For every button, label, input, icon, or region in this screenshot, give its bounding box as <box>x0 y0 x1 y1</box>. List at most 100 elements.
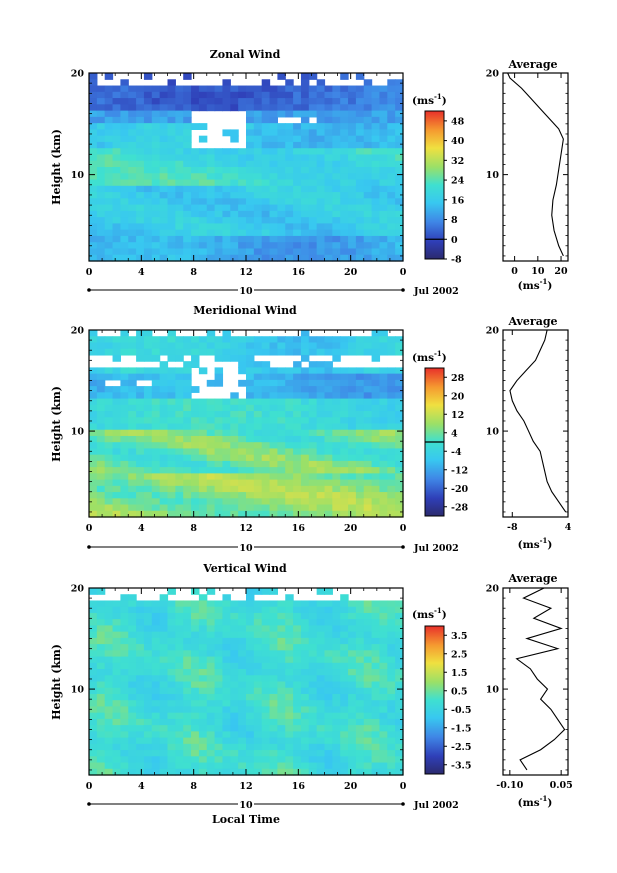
heatmap-cell <box>269 210 278 218</box>
heatmap-cell <box>214 756 224 764</box>
heatmap-cell <box>316 454 326 462</box>
heatmap-cell <box>285 619 294 626</box>
heatmap-cell <box>324 492 333 499</box>
heatmap-cell <box>198 473 208 481</box>
heatmap-cell <box>355 73 365 80</box>
heatmap-cell <box>371 612 381 620</box>
heatmap-cell <box>96 148 106 156</box>
heatmap-cell <box>371 98 381 105</box>
heatmap-cell <box>230 204 239 212</box>
heatmap-cell <box>269 148 278 156</box>
heatmap-cell <box>340 204 349 212</box>
heatmap-cell <box>143 210 153 218</box>
heatmap-cell <box>316 737 326 745</box>
vertical-profile-xlabel: (ms-1) <box>518 794 553 809</box>
heatmap-cell <box>285 386 294 393</box>
heatmap-cell <box>167 737 176 745</box>
heatmap-cell <box>112 148 121 156</box>
heatmap-cell <box>324 98 333 105</box>
heatmap-cell <box>253 768 263 776</box>
heatmap-cell <box>191 612 200 620</box>
heatmap-cell <box>96 141 106 149</box>
heatmap-cell <box>340 594 349 602</box>
heatmap-cell <box>348 104 357 112</box>
heatmap-cell <box>316 442 326 450</box>
heatmap-cell <box>269 762 278 770</box>
heatmap-cell <box>167 386 176 393</box>
heatmap-cell <box>136 85 145 93</box>
heatmap-cell <box>246 242 255 250</box>
heatmap-cell <box>332 712 341 720</box>
heatmap-cell <box>175 498 184 506</box>
heatmap-cell <box>253 373 263 381</box>
heatmap-cell <box>355 386 365 393</box>
heatmap-cell <box>308 342 318 350</box>
heatmap-cell <box>261 644 271 651</box>
heatmap-cell <box>151 743 161 751</box>
heatmap-cell <box>143 204 153 212</box>
heatmap-cell <box>222 91 231 99</box>
heatmap-cell <box>128 718 137 726</box>
heatmap-cell <box>214 154 224 162</box>
heatmap-cell <box>379 135 388 143</box>
heatmap-cell <box>104 411 114 418</box>
heatmap-cell <box>387 429 396 437</box>
heatmap-cell <box>230 429 239 437</box>
heatmap-cell <box>183 731 192 739</box>
heatmap-cell <box>159 737 169 745</box>
heatmap-cell <box>253 762 263 770</box>
heatmap-cell <box>395 631 404 639</box>
heatmap-cell <box>355 141 365 149</box>
heatmap-cell <box>112 454 121 462</box>
heatmap-cell <box>246 473 255 481</box>
heatmap-cell <box>143 743 153 751</box>
heatmap-cell <box>308 423 318 431</box>
heatmap-cell <box>246 762 255 770</box>
heatmap-cell <box>238 98 247 105</box>
heatmap-cell <box>151 417 161 425</box>
heatmap-cell <box>363 141 373 149</box>
heatmap-cell <box>253 235 263 243</box>
heatmap-cell <box>371 756 381 764</box>
heatmap-cell <box>293 619 302 626</box>
heatmap-cell <box>198 650 208 658</box>
heatmap-cell <box>96 217 106 224</box>
heatmap-cell <box>395 123 404 130</box>
heatmap-cell <box>348 693 357 701</box>
heatmap-cell <box>253 631 263 639</box>
heatmap-cell <box>167 712 176 720</box>
heatmap-cell <box>261 768 271 776</box>
heatmap-cell <box>214 411 224 418</box>
heatmap-cell <box>191 429 200 437</box>
heatmap-cell <box>120 693 129 701</box>
heatmap-cell <box>308 485 318 493</box>
heatmap-cell <box>332 229 341 237</box>
heatmap-cell <box>151 504 161 512</box>
heatmap-cell <box>371 473 381 481</box>
heatmap-cell <box>246 743 255 751</box>
heatmap-cell <box>128 348 137 356</box>
heatmap-cell <box>222 510 231 518</box>
heatmap-cell <box>332 467 341 474</box>
heatmap-cell <box>293 217 302 224</box>
heatmap-cell <box>167 154 176 162</box>
heatmap-cell <box>238 423 247 431</box>
heatmap-cell <box>308 473 318 481</box>
heatmap-cell <box>308 204 318 212</box>
heatmap-cell <box>128 223 137 231</box>
heatmap-cell <box>395 706 404 714</box>
heatmap-cell <box>198 423 208 431</box>
heatmap-cell <box>175 473 184 481</box>
heatmap-cell <box>175 429 184 437</box>
heatmap-cell <box>277 631 286 639</box>
heatmap-cell <box>222 336 231 344</box>
heatmap-cell <box>316 650 326 658</box>
heatmap-cell <box>198 492 208 499</box>
heatmap-cell <box>104 725 114 732</box>
heatmap-cell <box>253 223 263 231</box>
heatmap-cell <box>159 342 169 350</box>
heatmap-cell <box>238 217 247 224</box>
heatmap-cell <box>261 141 271 149</box>
heatmap-cell <box>104 675 114 683</box>
heatmap-cell <box>355 612 365 620</box>
